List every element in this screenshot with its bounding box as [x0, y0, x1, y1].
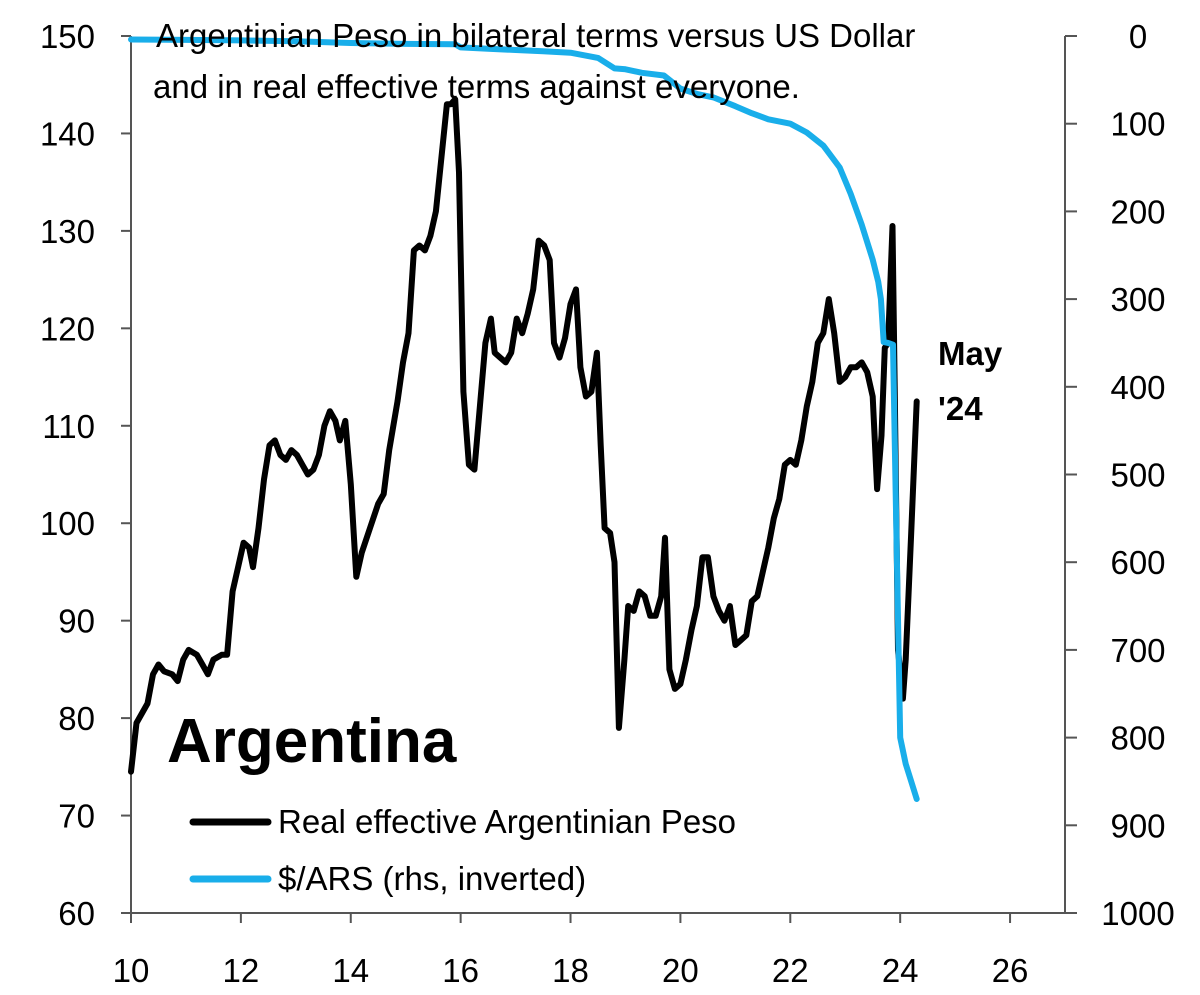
x-tick-label: 18	[552, 952, 589, 989]
x-tick-label: 20	[662, 952, 699, 989]
y-left-tick-label: 140	[40, 115, 95, 152]
y-right-tick-label: 900	[1110, 807, 1165, 844]
annotation-year: '24	[938, 390, 983, 427]
y-left-tick-label: 70	[58, 798, 95, 835]
y-right-tick-label: 0	[1129, 18, 1147, 55]
y-left-tick-label: 80	[58, 700, 95, 737]
y-right-tick-label: 600	[1110, 544, 1165, 581]
x-tick-label: 24	[882, 952, 919, 989]
plot-area	[130, 36, 1066, 914]
y-left-tick-label: 150	[40, 18, 95, 55]
y-left-tick-label: 90	[58, 603, 95, 640]
y-left-tick-label: 120	[40, 310, 95, 347]
usd-ars-line	[128, 36, 920, 802]
country-label: Argentina	[167, 707, 457, 776]
y-right-tick-label: 500	[1110, 457, 1165, 494]
x-tick-label: 26	[992, 952, 1029, 989]
chart-subtitle: and in real effective terms against ever…	[153, 68, 800, 105]
x-axis-ticks: 10 12 14 16 18 20 22 24 26	[113, 913, 1029, 989]
annotation-month: May	[938, 335, 1003, 372]
y-right-tick-label: 800	[1110, 720, 1165, 757]
legend: Real effective Argentinian Peso $/ARS (r…	[189, 803, 736, 897]
y-right-tick-label: 700	[1110, 632, 1165, 669]
y-right-tick-label: 300	[1110, 281, 1165, 318]
legend-label-usd-ars: $/ARS (rhs, inverted)	[278, 860, 586, 897]
chart-title: Argentinian Peso in bilateral terms vers…	[156, 17, 915, 54]
x-tick-label: 22	[772, 952, 809, 989]
y-left-tick-label: 100	[40, 505, 95, 542]
y-left-tick-label: 130	[40, 213, 95, 250]
y-right-axis-ticks: 0 100 200 300 400 500 600 700 800 900 1000	[1065, 18, 1175, 932]
y-left-axis-ticks: 60 70 80 90 100 110 120 130 140 150	[40, 18, 131, 932]
y-right-tick-label: 100	[1110, 106, 1165, 143]
y-right-tick-label: 400	[1110, 369, 1165, 406]
x-tick-label: 12	[223, 952, 260, 989]
x-tick-label: 10	[113, 952, 150, 989]
real-effective-peso-line	[128, 96, 920, 775]
y-left-tick-label: 60	[58, 895, 95, 932]
legend-label-real-effective: Real effective Argentinian Peso	[278, 803, 736, 840]
x-tick-label: 14	[332, 952, 369, 989]
series-layer	[128, 36, 920, 802]
x-tick-label: 16	[442, 952, 479, 989]
y-right-tick-label: 200	[1110, 193, 1165, 230]
y-right-tick-label: 1000	[1101, 895, 1174, 932]
y-left-tick-label: 110	[42, 408, 95, 445]
